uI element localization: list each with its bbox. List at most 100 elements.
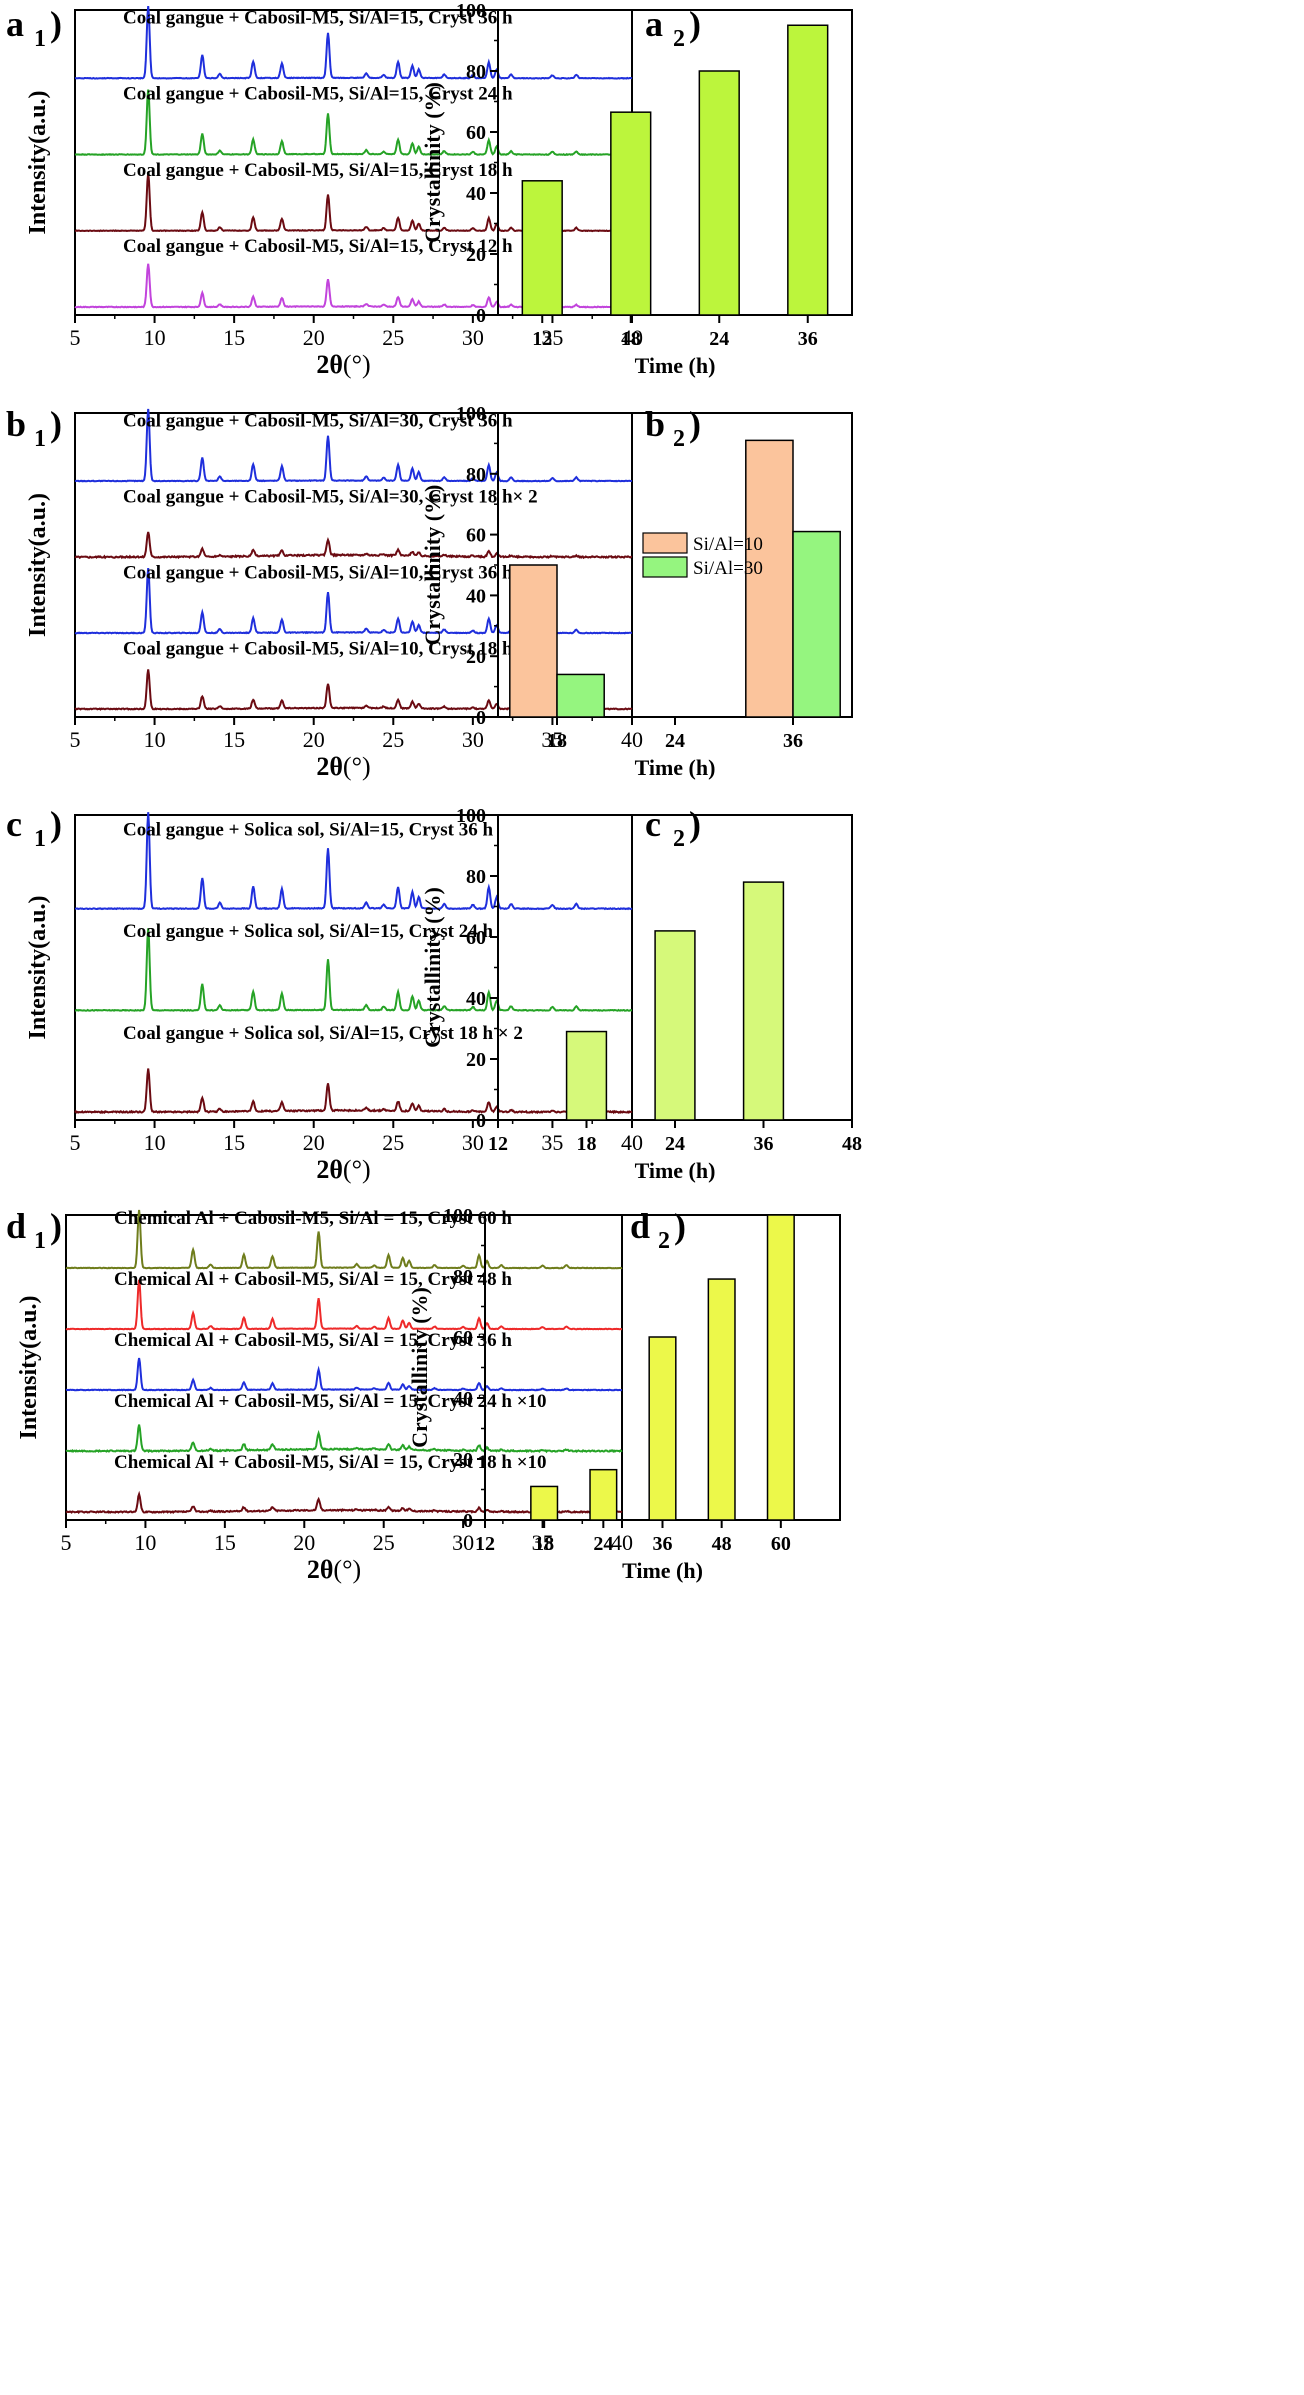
x-tick-label: 10 [144, 727, 166, 752]
xrd-trace [65, 1279, 623, 1331]
x-tick-label: 12 [488, 1133, 508, 1155]
legend-swatch [642, 556, 688, 578]
x-tick-label: 20 [303, 1130, 325, 1155]
x-tick-label: 15 [214, 1530, 236, 1555]
x-tick-label: 5 [70, 1130, 81, 1155]
legend: Si/Al=10 Si/Al=30 [642, 532, 763, 579]
x-tick-label: 10 [144, 325, 166, 350]
trace-label: Coal gangue + Cabosil-M5, Si/Al=10, Crys… [123, 562, 513, 583]
trace-label: Chemical Al + Cabosil-M5, Si/Al = 15, Cr… [114, 1208, 512, 1229]
trace-label: Coal gangue + Cabosil-M5, Si/Al=30, Crys… [123, 486, 538, 507]
panel-letter: b [6, 404, 26, 444]
xrd-trace [74, 6, 633, 80]
x-tick-label: 24 [709, 328, 729, 350]
y-tick-label: 80 [466, 866, 486, 888]
panel-subscript: 2 [658, 1228, 670, 1254]
y-tick-label: 40 [466, 585, 486, 607]
x-tick-label: 20 [293, 1530, 315, 1555]
panel-label-c1: c 1) [6, 804, 62, 852]
xrd-trace [74, 812, 633, 911]
y-axis-label: Crystallinity (%) [420, 485, 445, 646]
y-tick-label: 40 [466, 183, 486, 205]
panel-letter: d [630, 1206, 650, 1246]
x-axis-label: Time (h) [635, 1158, 716, 1183]
panel-subscript: 2 [673, 826, 685, 852]
trace-label: Coal gangue + Cabosil-M5, Si/Al=15, Crys… [123, 236, 513, 257]
y-tick-label: 60 [466, 122, 486, 144]
x-tick-label: 18 [577, 1133, 597, 1155]
x-axis-label-unit: (°) [343, 1155, 371, 1184]
x-tick-label: 40 [621, 727, 643, 752]
xrd-trace [74, 531, 633, 560]
x-tick-label: 18 [547, 730, 567, 752]
x-axis-label: 2θ(°) [316, 752, 370, 781]
x-tick-label: 35 [541, 1130, 563, 1155]
trace-label: Coal gangue + Cabosil-M5, Si/Al=15, Crys… [123, 7, 513, 28]
plot-frame [65, 1214, 623, 1521]
y-tick-label: 20 [466, 244, 486, 266]
x-axis-label-unit: (°) [343, 752, 371, 781]
x-tick-label: 48 [712, 1533, 732, 1555]
x-tick-label: 36 [783, 730, 803, 752]
y-tick-label: 80 [453, 1266, 473, 1288]
x-tick-label: 18 [621, 328, 641, 350]
trace-label: Chemical Al + Cabosil-M5, Si/Al = 15, Cr… [114, 1330, 512, 1351]
bar [787, 24, 829, 316]
bar [589, 1468, 618, 1521]
panel-paren: ) [689, 804, 701, 844]
x-tick-label: 24 [665, 730, 685, 752]
x-tick-label: 12 [475, 1533, 495, 1555]
y-tick-label: 60 [453, 1327, 473, 1349]
y-tick-label: 0 [476, 707, 486, 729]
xrd-panel-c1: 5 10 15 20 25 30 35 402θ(°)Intensity(a.u.)Coal … [25, 812, 643, 1184]
x-tick-label: 36 [653, 1533, 673, 1555]
bar [610, 111, 652, 316]
y-tick-label: 60 [466, 525, 486, 547]
panel-paren: ) [50, 804, 62, 844]
x-axis-label: Time (h) [635, 755, 716, 780]
legend-label: Si/Al=10 [693, 534, 763, 555]
x-tick-label: 30 [462, 727, 484, 752]
y-axis-label: Intensity(a.u.) [25, 90, 51, 234]
x-axis-label-unit: (°) [343, 350, 371, 379]
bar [654, 930, 696, 1121]
y-tick-label: 40 [466, 988, 486, 1010]
panel-subscript: 2 [673, 26, 685, 52]
plot-frame [74, 814, 633, 1121]
x-tick-label: 10 [134, 1530, 156, 1555]
trace-label: Coal gangue + Cabosil-M5, Si/Al=15, Crys… [123, 84, 513, 105]
y-tick-label: 100 [456, 805, 486, 827]
y-tick-label: 60 [466, 927, 486, 949]
x-tick-label: 5 [61, 1530, 72, 1555]
panel-paren: ) [50, 4, 62, 44]
x-tick-label: 36 [754, 1133, 774, 1155]
trace-label: Chemical Al + Cabosil-M5, Si/Al = 15, Cr… [114, 1269, 512, 1290]
x-tick-label: 18 [534, 1533, 554, 1555]
x-tick-label: 20 [303, 325, 325, 350]
bar-panel-a2: 0 20 40 60 80 100 Crystallinity (%) Time (h) 12 1… [420, 0, 853, 378]
bar [745, 439, 794, 718]
y-tick-label: 100 [443, 1205, 473, 1227]
x-axis-label: 2θ(°) [316, 1155, 370, 1184]
bar [556, 673, 605, 718]
y-tick-label: 20 [453, 1449, 473, 1471]
x-tick-label: 24 [593, 1533, 613, 1555]
y-axis-label: Crystallinity (%) [420, 887, 445, 1048]
x-axis-label: 2θ(°) [316, 350, 370, 379]
panel-label-d2: d 2) [630, 1206, 686, 1254]
trace-label: Chemical Al + Cabosil-M5, Si/Al = 15, Cr… [114, 1452, 547, 1473]
panel-subscript: 1 [34, 826, 46, 852]
panel-letter: a [645, 4, 663, 44]
x-tick-label: 30 [452, 1530, 474, 1555]
trace-label: Coal gangue + Solica sol, Si/Al=15, Crys… [123, 819, 493, 840]
panel-subscript: 2 [673, 426, 685, 452]
panel-label-a1: a 1) [6, 4, 62, 52]
bar [530, 1485, 559, 1521]
x-tick-label: 5 [70, 727, 81, 752]
bar [707, 1278, 736, 1521]
x-axis-label-main: 2θ [307, 1555, 334, 1584]
x-tick-label: 48 [842, 1133, 862, 1155]
x-tick-label: 25 [382, 727, 404, 752]
panel-paren: ) [50, 404, 62, 444]
bar [565, 1030, 608, 1121]
